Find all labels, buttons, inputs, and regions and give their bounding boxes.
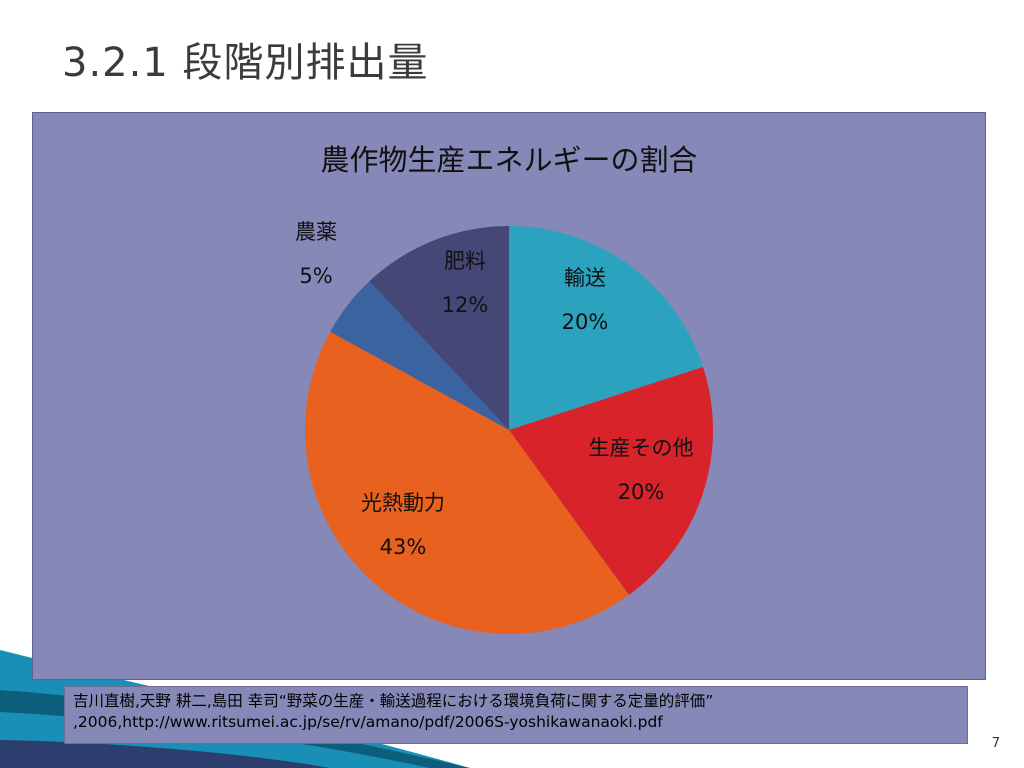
citation-line-1: 吉川直樹,天野 耕二,島田 幸司“野菜の生産・輸送過程における環境負荷に関する定… [73,692,714,710]
slice-label: 肥料 [444,249,486,273]
slice-percent-label: 20% [618,480,665,504]
chart-area: 農作物生産エネルギーの割合 輸送 20% 生産その他 20% 光熱動力 43% 農薬 5% 肥料… [32,112,986,680]
chart-title: 農作物生産エネルギーの割合 [320,143,698,177]
pie-slice [509,226,704,430]
slide-title: 3.2.1 段階別排出量 [62,40,429,86]
slice-percent-label: 12% [442,293,489,317]
citation-box: 吉川直樹,天野 耕二,島田 幸司“野菜の生産・輸送過程における環境負荷に関する定… [64,686,968,744]
pie-slice [330,281,509,430]
slice-label: 生産その他 [589,436,694,460]
slice-label: 光熱動力 [361,491,445,515]
pie-chart: 輸送 20% 生産その他 20% 光熱動力 43% 農薬 5% 肥料 12% [295,220,714,635]
pie-slice [304,331,629,635]
page-number: 7 [991,736,1000,751]
slice-percent-label: 43% [380,535,427,559]
pie-slice [509,366,714,596]
slice-label: 農薬 [295,220,337,244]
slice-percent-label: 20% [562,310,609,334]
citation-line-2: ,2006,http://www.ritsumei.ac.jp/se/rv/am… [73,713,663,731]
slice-percent-label: 5% [299,264,332,288]
slice-label: 輸送 [564,266,606,290]
pie-slice [369,226,509,430]
